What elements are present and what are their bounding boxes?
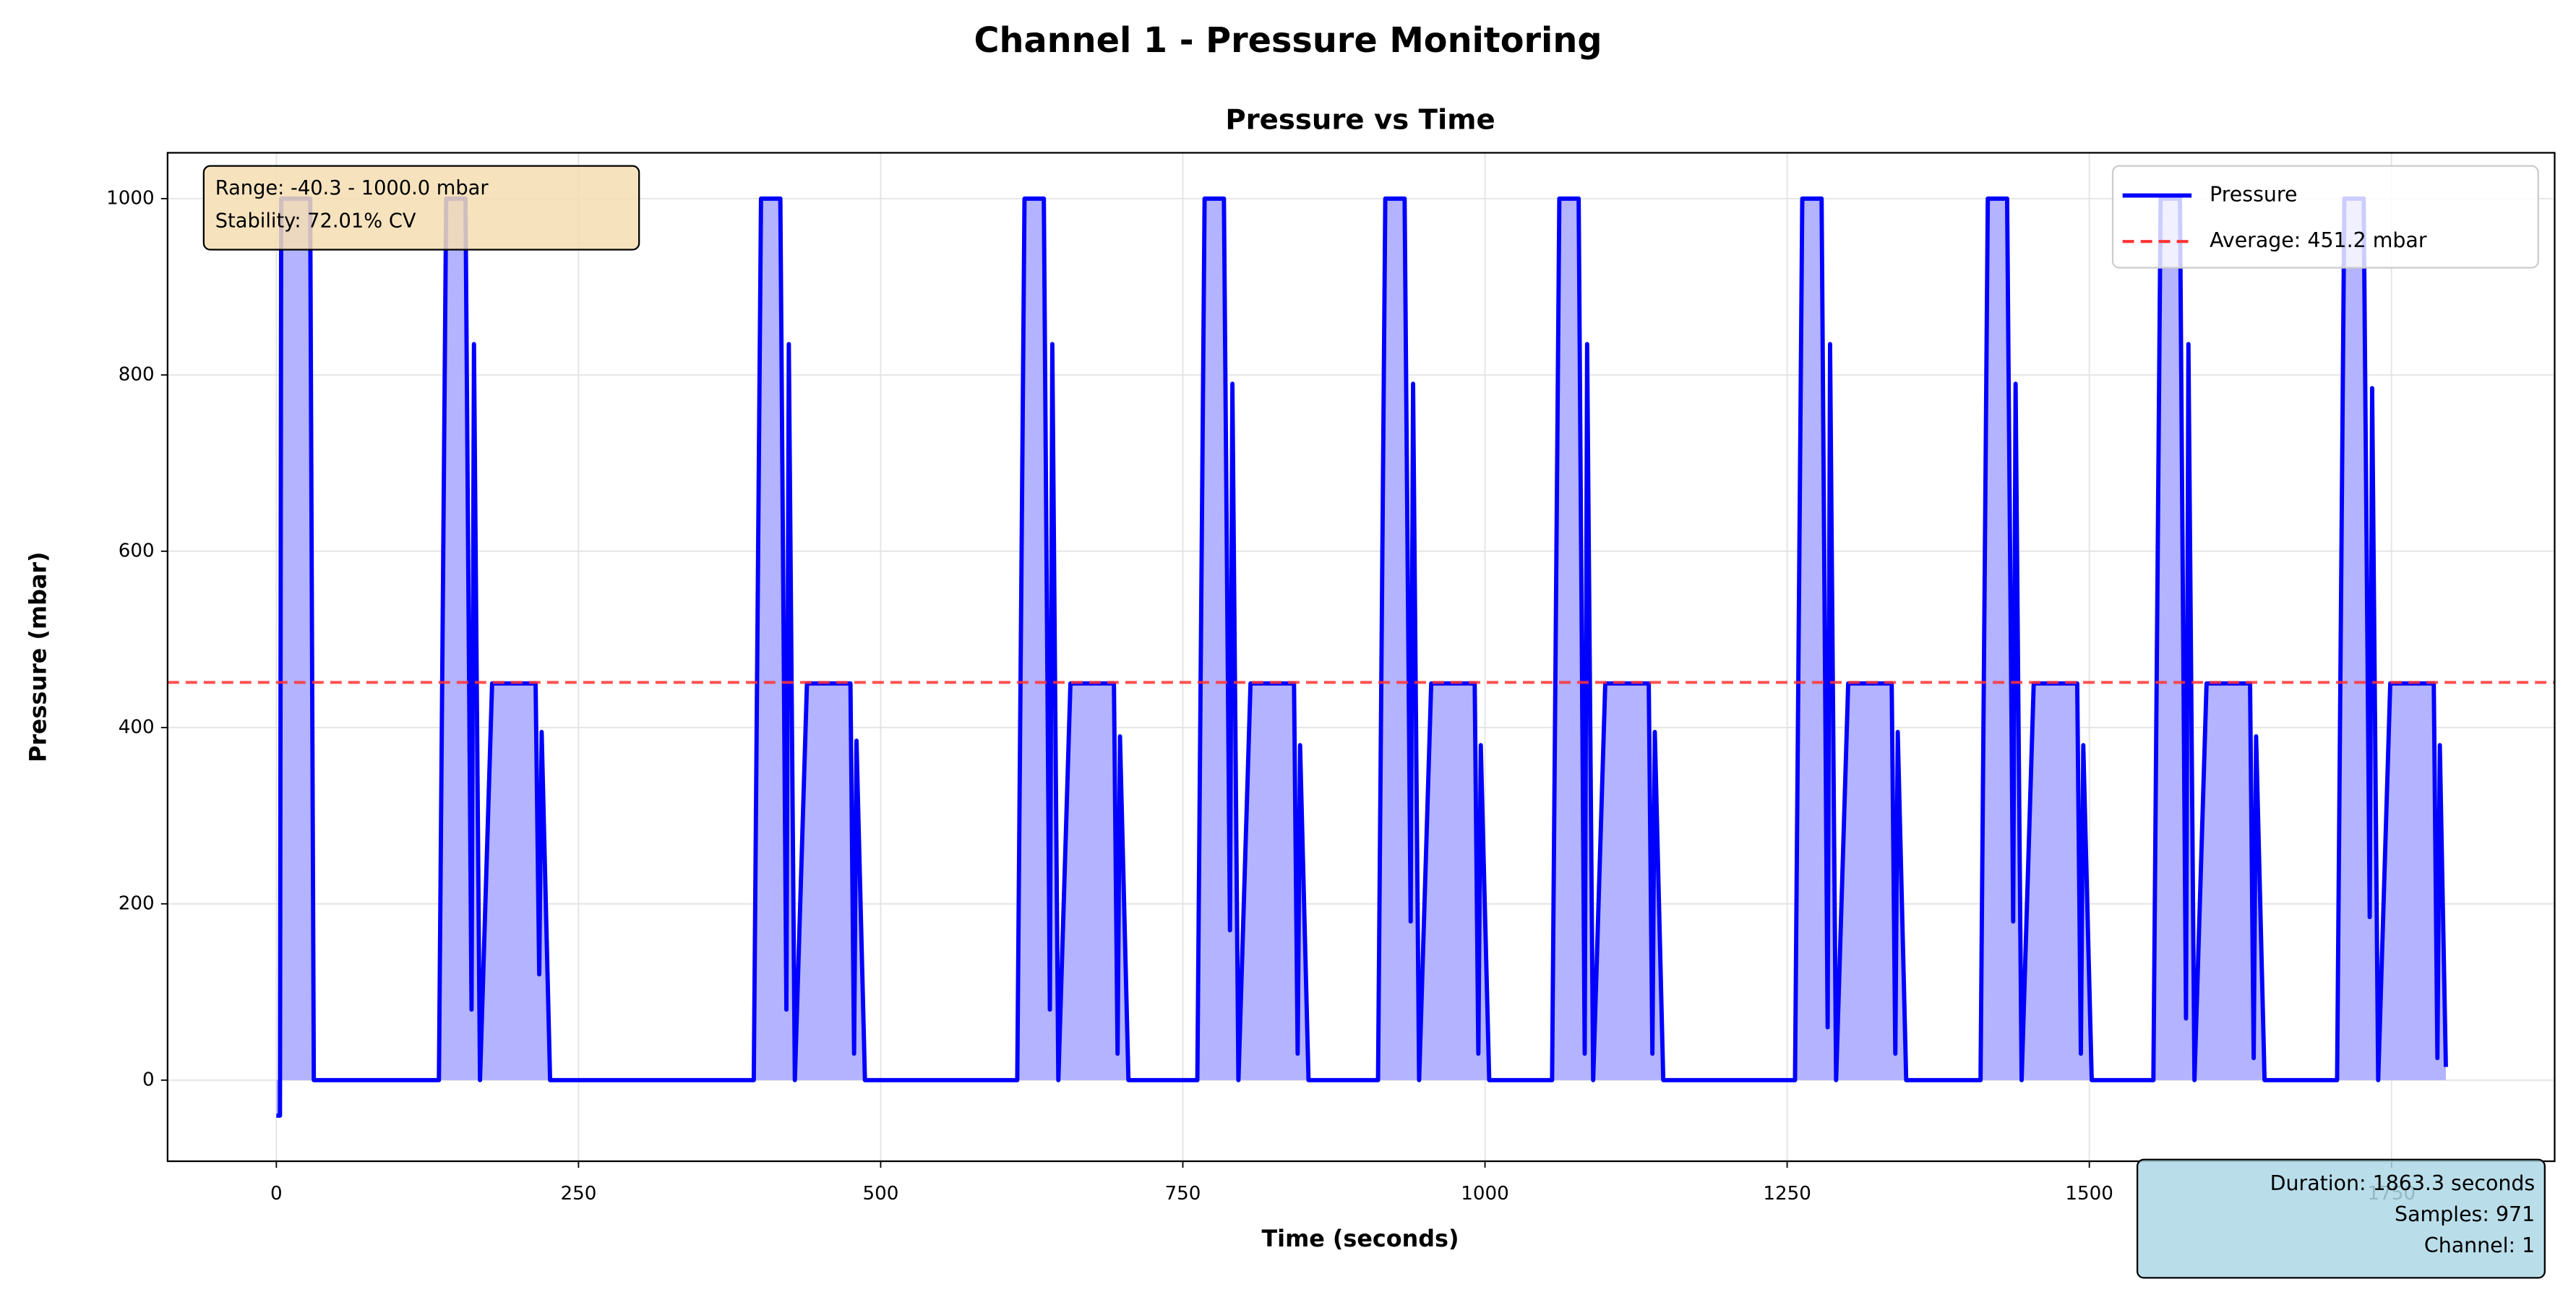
x-tick-label: 250: [560, 1183, 596, 1205]
chart-subtitle: Pressure vs Time: [1225, 104, 1495, 137]
info-text: Channel: 1: [2424, 1233, 2535, 1257]
annotation-text: Range: -40.3 - 1000.0 mbar: [215, 177, 489, 199]
x-tick-label: 1250: [1763, 1183, 1811, 1205]
y-tick-label: 0: [142, 1069, 155, 1090]
y-tick-label: 1000: [106, 187, 154, 209]
area: [276, 198, 2446, 1116]
plot-frame: [166, 152, 2556, 1163]
annotation-text: Stability: 72.01% CV: [215, 210, 416, 232]
x-tick-label: 500: [863, 1183, 899, 1205]
y-tick-label: 400: [119, 716, 155, 738]
annotation-box: [202, 165, 640, 251]
legend-label: Pressure: [2210, 183, 2297, 207]
x-axis-label: Time (seconds): [1261, 1225, 1459, 1252]
x-tick-label: 1500: [2065, 1183, 2113, 1205]
x-tick-label: 1000: [1461, 1183, 1509, 1205]
y-tick-label: 600: [119, 540, 155, 561]
x-tick-label: 0: [270, 1183, 283, 1205]
info-text: Duration: 1863.3 seconds: [2270, 1171, 2536, 1195]
legend-label: Average: 451.2 mbar: [2210, 228, 2427, 252]
y-tick-label: 800: [119, 363, 155, 385]
info-text: Samples: 971: [2395, 1202, 2535, 1226]
x-tick-label: 750: [1165, 1183, 1201, 1205]
legend-box: [2111, 165, 2539, 269]
y-tick-label: 200: [119, 892, 155, 914]
chart-title: Channel 1 - Pressure Monitoring: [974, 21, 1602, 61]
y-axis-label: Pressure (mbar): [25, 551, 52, 762]
info-box: [2136, 1158, 2546, 1279]
line: [276, 196, 2448, 1118]
